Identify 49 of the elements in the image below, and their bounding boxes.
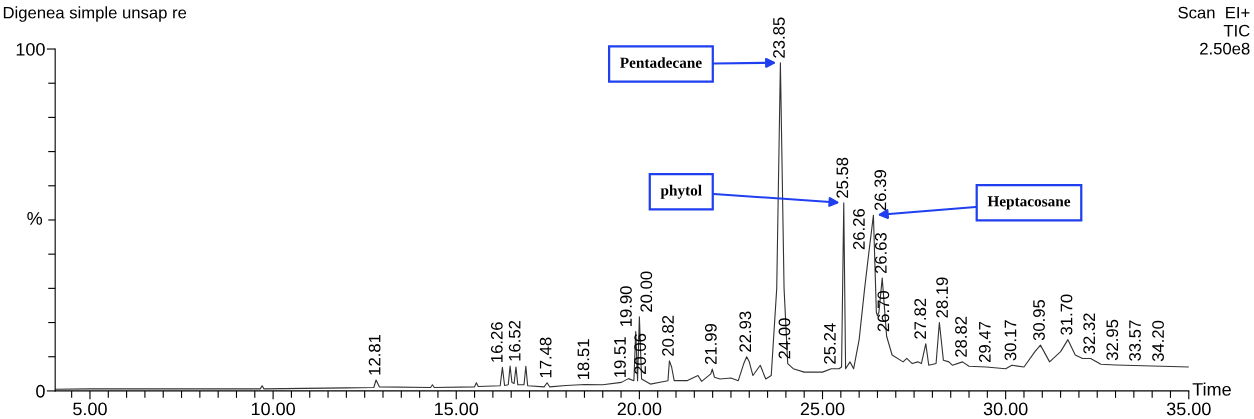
text: 2.50e8 bbox=[1200, 42, 1250, 55]
x-tick-label: 20.00 bbox=[617, 402, 662, 416]
annotation: 34.20 bbox=[1152, 320, 1164, 362]
x-tick-label: 15.00 bbox=[435, 402, 479, 416]
x-tick-label: 25.00 bbox=[800, 402, 845, 416]
annotation: 28.19 bbox=[936, 277, 948, 318]
annotation: 23.85 bbox=[773, 17, 785, 58]
annotation: 26.70 bbox=[877, 291, 890, 332]
annotation: 17.48 bbox=[539, 337, 552, 378]
annotation: 32.95 bbox=[1106, 319, 1119, 361]
annotation: 26.39 bbox=[874, 170, 887, 211]
annotation: 29.47 bbox=[978, 321, 991, 362]
x-tick-label: 30.00 bbox=[983, 402, 1028, 416]
annotation: Heptacosane bbox=[987, 196, 1071, 210]
annotation: 25.24 bbox=[823, 323, 836, 364]
annotation: 33.57 bbox=[1129, 320, 1141, 361]
x-tick-label: 35.00 bbox=[1166, 402, 1211, 416]
y-axis-title: % bbox=[27, 212, 43, 225]
annotation: 21.99 bbox=[704, 323, 717, 365]
annotation: 22.93 bbox=[739, 311, 752, 352]
annotation: 32.32 bbox=[1083, 313, 1096, 354]
annotation: 18.51 bbox=[577, 339, 590, 379]
annotation: 19.51 bbox=[614, 337, 626, 377]
annotation: 28.82 bbox=[955, 316, 967, 357]
annotation: 26.26 bbox=[853, 209, 865, 250]
y-tick-label: 0 bbox=[36, 384, 45, 398]
annotation: 27.82 bbox=[914, 298, 927, 339]
annotation: 20.82 bbox=[662, 315, 674, 356]
annotation: 20.06 bbox=[634, 333, 647, 374]
annotation: Pentadecane bbox=[620, 57, 702, 68]
x-tick-label: 10.00 bbox=[251, 402, 295, 416]
text: TIC bbox=[1223, 24, 1250, 37]
text: Scan EI+ bbox=[1178, 6, 1250, 19]
annotation: 30.17 bbox=[1004, 320, 1017, 361]
chart-title: Digenea simple unsap re bbox=[3, 6, 187, 22]
x-tick-label: 5.00 bbox=[73, 402, 107, 416]
annotation: 24.00 bbox=[778, 318, 791, 359]
annotation: phytol bbox=[660, 184, 702, 199]
y-tick-label: 100 bbox=[16, 42, 45, 56]
annotation: 16.26 bbox=[490, 322, 503, 362]
annotation: 26.63 bbox=[874, 232, 887, 274]
annotation: 16.52 bbox=[508, 320, 521, 361]
annotation: 30.95 bbox=[1033, 299, 1045, 341]
annotation: 19.90 bbox=[620, 286, 632, 326]
annotation: 25.58 bbox=[836, 157, 849, 198]
x-axis-title: Time bbox=[1192, 382, 1231, 396]
annotation: 12.81 bbox=[368, 334, 381, 375]
annotation: 31.70 bbox=[1060, 294, 1073, 335]
annotation: 20.00 bbox=[640, 271, 653, 312]
